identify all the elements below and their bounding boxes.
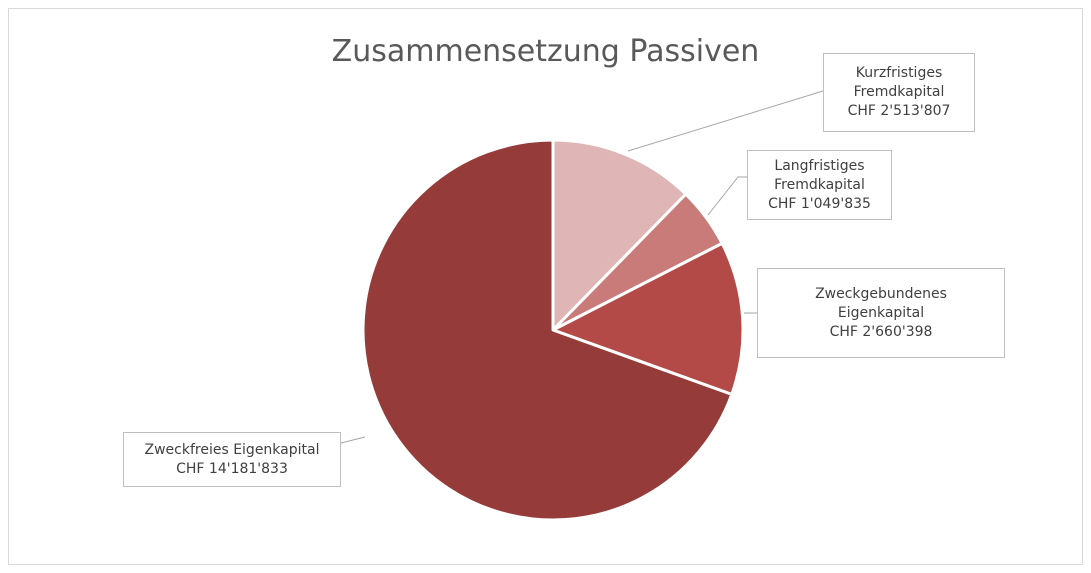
leader-line [340,436,366,444]
data-label: Kurzfristiges Fremdkapital CHF 2'513'807 [823,53,975,132]
chart-title: Zusammensetzung Passiven [331,34,760,69]
leader-line [627,90,824,152]
data-label: Zweckgebundenes Eigenkapital CHF 2'660'39… [757,268,1005,358]
data-value-label: CHF 2'513'807 [847,103,951,119]
data-category-label: Zweckgebundenes Eigenkapital [815,285,947,321]
leader-line [707,176,747,216]
data-category-label: Langfristiges Fremdkapital [774,157,865,193]
pie-slice [551,138,688,332]
data-label: Langfristiges Fremdkapital CHF 1'049'835 [747,150,892,220]
data-value-label: CHF 2'660'398 [829,323,933,340]
pie-slice [551,241,745,396]
pie-slice [361,138,734,522]
data-value-label: CHF 14'181'833 [176,460,288,477]
data-category-label: Zweckfreies Eigenkapital [144,441,320,458]
data-label: Zweckfreies Eigenkapital CHF 14'181'833 [123,432,341,487]
data-value-label: CHF 1'049'835 [768,195,871,212]
data-category-label: Kurzfristiges Fremdkapital [853,65,945,100]
